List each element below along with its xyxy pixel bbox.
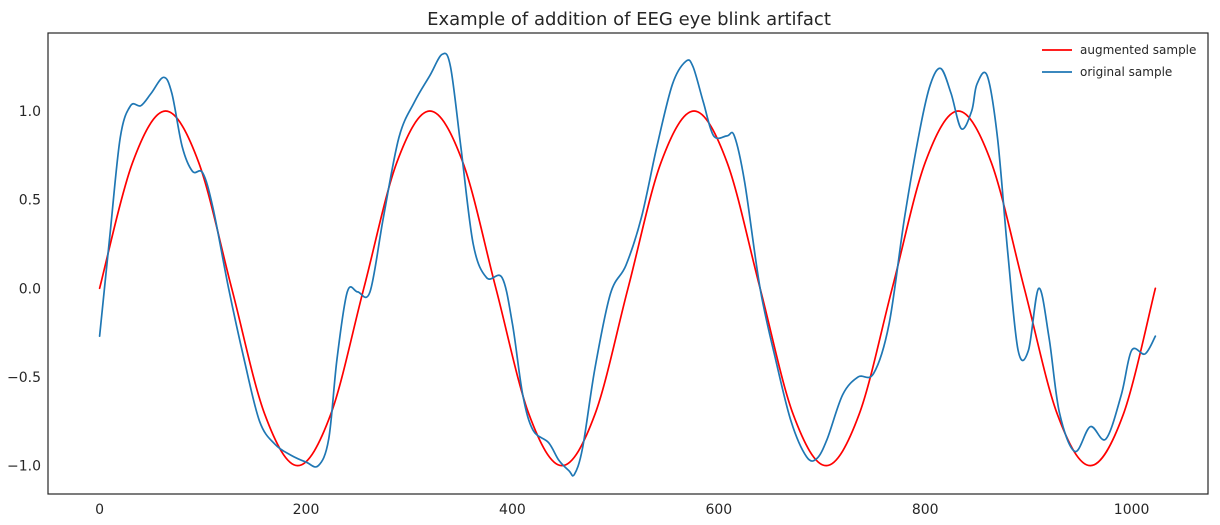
y-tick-label: −0.5 (7, 370, 41, 386)
plot-frame (47, 32, 1209, 495)
y-tick-label: 1.0 (19, 104, 41, 120)
x-tick-label: 800 (912, 502, 939, 518)
legend-label: augmented sample (1080, 43, 1196, 57)
y-tick-label: 0.0 (19, 281, 41, 297)
chart-title: Example of addition of EEG eye blink art… (427, 9, 831, 30)
x-tick-label: 400 (499, 502, 526, 518)
x-tick-label: 200 (293, 502, 320, 518)
series-line-original-sample (98, 52, 1157, 477)
plot-area: 0 200 400 600 800 1000 1.0 0.5 0.0 −0.5 −1.0 (7, 32, 1209, 518)
series-lines (98, 52, 1157, 477)
x-tick-label: 1000 (1114, 502, 1150, 518)
x-tick-label: 0 (95, 502, 104, 518)
y-tick-label: −1.0 (7, 459, 41, 475)
x-axis: 0 200 400 600 800 1000 (95, 502, 1149, 518)
legend: augmented sample original sample (1042, 43, 1196, 79)
y-axis: 1.0 0.5 0.0 −0.5 −1.0 (7, 104, 41, 475)
y-tick-label: 0.5 (19, 193, 41, 209)
legend-label: original sample (1080, 65, 1172, 79)
x-tick-label: 600 (705, 502, 732, 518)
series-line-augmented-sample (98, 110, 1157, 467)
